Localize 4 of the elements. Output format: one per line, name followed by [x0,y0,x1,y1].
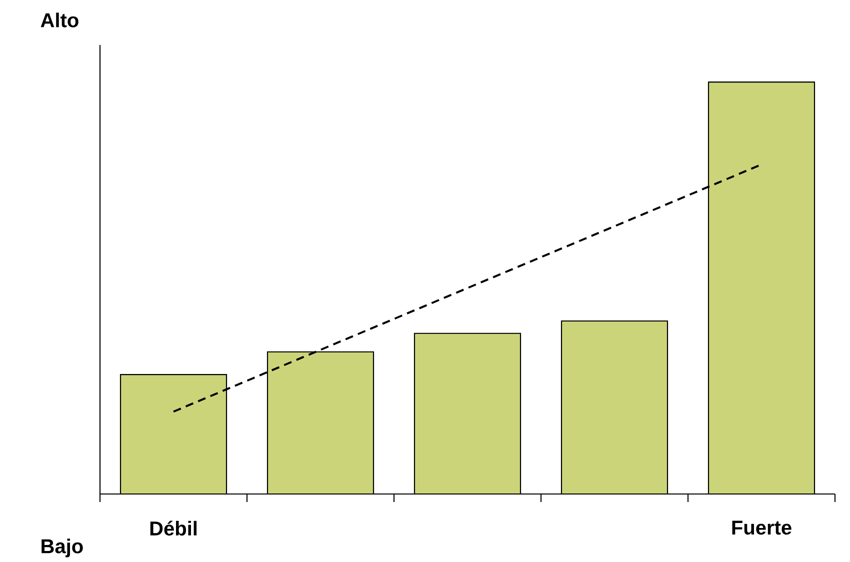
x-tick-label: Fuerte [732,520,792,535]
x-tick-label: Débil [150,520,197,536]
text: Bajo [42,538,83,558]
text: Alto [40,12,78,28]
